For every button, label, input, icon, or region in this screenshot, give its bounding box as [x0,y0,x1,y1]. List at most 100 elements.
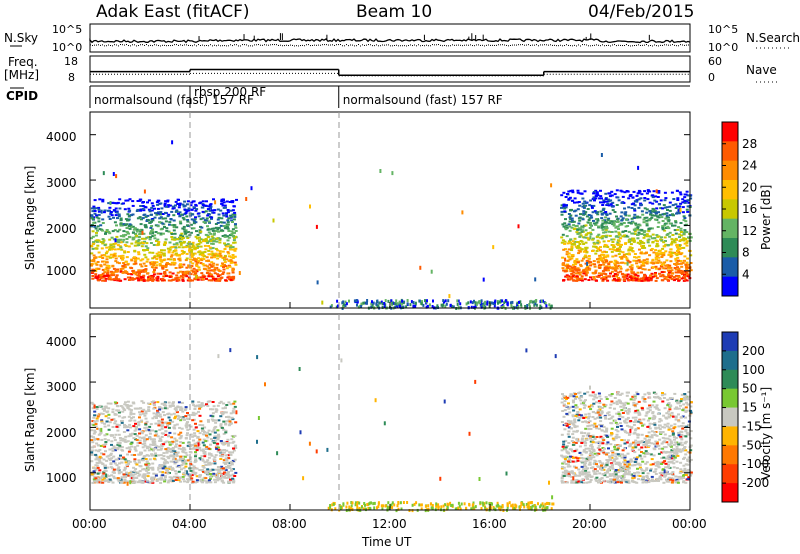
noise-search-dot [258,44,259,46]
echo-cell [210,235,214,238]
echo-cell [623,207,626,210]
noise-search-dot [456,44,457,46]
echo-cell [210,275,214,278]
echo-cell [586,265,590,268]
echo-cell [225,212,229,215]
echo-cell [658,249,662,252]
echo-cell [626,190,630,193]
echo-cell [229,403,233,406]
echo-cell [604,192,608,195]
echo-cell [130,242,134,245]
noise-search-dot [468,44,469,46]
echo-cell [664,240,667,242]
echo-cell [593,242,597,245]
echo-cell [613,273,617,276]
echo-cell [187,414,191,417]
echo-cell [195,479,199,482]
echo-cell [150,220,153,223]
echo-cell [220,441,224,444]
echo-cell [156,199,160,202]
echo-cell [610,231,614,233]
echo-cell [130,277,134,280]
echo-cell [182,462,186,465]
echo-cell [179,270,183,273]
echo-cell [141,443,145,446]
echo-cell [107,215,111,218]
echo-cell [168,476,172,479]
echo-cell [130,273,134,276]
noise-search-dot [662,44,663,46]
noise-search-dot [484,45,485,47]
echo-cell [191,419,195,422]
echo-cell [163,441,167,444]
echo-cell [182,472,186,474]
noise-sky-line [89,38,691,44]
beam-title: Beam 10 [356,2,432,22]
noise-search-dot [536,44,537,46]
echo-cell [605,221,608,224]
echo-cell [115,464,119,467]
echo-cell [620,201,624,204]
echo-cell [645,258,649,261]
echo-cell [104,268,107,271]
noise-search-dot [206,44,207,46]
echo-cell [660,263,664,266]
echo-cell [224,406,227,409]
echo-cell [568,265,572,268]
echo-cell [654,267,658,270]
noise-search-dot [586,44,587,46]
echo-cell [92,268,96,271]
ground-scatter-cell [506,301,509,305]
echo-cell [651,194,655,197]
echo-cell [160,418,164,421]
echo-cell [574,268,578,271]
echo-cell [225,458,229,461]
echo-cell [180,427,184,430]
noise-search-dot [114,44,115,46]
echo-cell [232,277,236,280]
date-title: 04/Feb/2015 [588,2,694,22]
echo-cell [642,244,645,247]
echo-cell [218,402,222,404]
echo-cell [114,207,118,210]
echo-cell [640,193,644,196]
echo-cell [641,246,645,249]
echo-cell [109,211,113,213]
echo-cell [585,269,589,272]
echo-cell [145,236,149,239]
echo-cell [146,214,150,217]
echo-cell [193,408,197,410]
echo-cell [227,473,230,476]
echo-cell [170,236,174,238]
echo-cell [194,203,198,206]
echo-cell [161,213,165,215]
echo-cell [155,252,159,255]
echo-cell [183,409,187,411]
echo-cell [111,481,115,484]
noise-search-dot [426,44,427,46]
echo-cell [118,424,122,427]
echo-cell [116,268,119,271]
echo-cell [92,258,96,261]
echo-cell [158,263,162,265]
echo-cell [90,439,94,442]
echo-cell [640,271,643,274]
echo-cell [683,230,687,233]
echo-cell [103,425,107,428]
ground-scatter-cell [420,302,423,306]
noise-search-dot [342,45,343,47]
echo-cell [227,401,231,404]
echo-cell [91,230,95,233]
echo-cell [596,241,600,244]
echo-cell [112,245,116,248]
noise-search-dot [212,45,213,47]
echo-cell [126,199,130,202]
echo-cell [612,246,616,249]
ground-scatter-cell [360,302,363,306]
echo-cell [126,276,130,279]
sporadic-echo [492,245,495,250]
echo-cell [140,410,144,413]
echo-cell [149,443,153,446]
ground-scatter-cell [501,299,504,303]
echo-cell [598,258,602,261]
